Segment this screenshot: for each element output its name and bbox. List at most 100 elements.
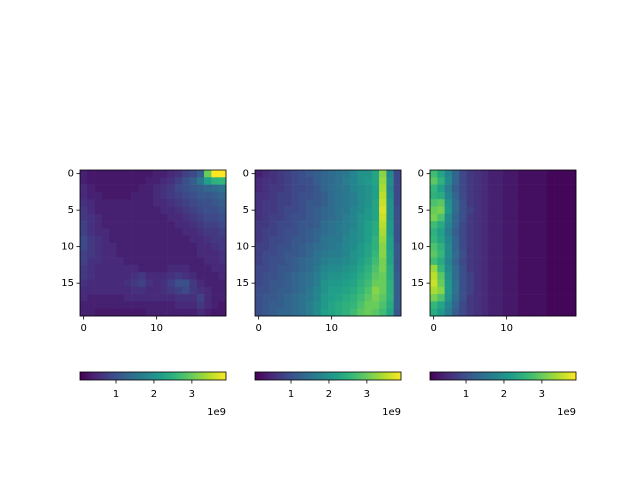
- cell: [189, 250, 198, 258]
- cell: [459, 286, 467, 295]
- cell: [313, 184, 321, 193]
- cell: [189, 294, 198, 302]
- cell: [546, 279, 555, 288]
- cell: [262, 301, 270, 309]
- cell: [189, 191, 198, 200]
- cell: [131, 170, 139, 178]
- cell: [116, 286, 125, 295]
- cell: [255, 264, 263, 273]
- cell: [269, 250, 278, 258]
- cell: [182, 221, 190, 229]
- cell: [262, 184, 270, 193]
- cell: [430, 243, 438, 251]
- cell: [189, 184, 198, 193]
- cell: [459, 191, 467, 200]
- cell: [342, 221, 351, 229]
- cell: [174, 221, 183, 229]
- cell: [437, 199, 445, 207]
- cell: [393, 206, 402, 215]
- cell: [298, 228, 307, 236]
- cell: [153, 294, 161, 302]
- colorbar-offset: 1e9: [207, 407, 226, 418]
- cell: [466, 286, 475, 295]
- cell: [174, 213, 183, 222]
- cell: [393, 213, 402, 222]
- cell: [262, 257, 270, 266]
- cell: [386, 191, 394, 200]
- cell: [364, 170, 373, 178]
- cell: [269, 177, 278, 185]
- cell: [524, 308, 533, 317]
- cell: [262, 206, 270, 215]
- cell: [510, 264, 518, 273]
- cell: [379, 184, 387, 193]
- cell: [335, 286, 343, 295]
- cell: [109, 243, 117, 251]
- cell: [94, 206, 103, 215]
- cell: [138, 272, 146, 280]
- cell: [335, 250, 343, 258]
- cell: [123, 308, 132, 317]
- cell: [255, 191, 263, 200]
- y-tick-label: 0: [68, 169, 74, 180]
- cell: [196, 221, 205, 229]
- cell: [87, 264, 95, 273]
- cell: [568, 184, 577, 193]
- cell: [466, 228, 475, 236]
- cell: [364, 177, 373, 185]
- cell: [466, 170, 475, 178]
- cell: [349, 272, 358, 280]
- cell: [306, 235, 314, 244]
- cell: [298, 308, 307, 317]
- cell: [532, 184, 540, 193]
- cell: [349, 308, 358, 317]
- cell: [342, 294, 351, 302]
- axes-frame: [254, 169, 402, 317]
- cell: [379, 272, 387, 280]
- cell: [561, 235, 569, 244]
- cell: [473, 206, 482, 215]
- cell: [306, 250, 314, 258]
- cell: [386, 243, 394, 251]
- cell: [386, 221, 394, 229]
- cell: [189, 177, 198, 185]
- cell: [459, 279, 467, 288]
- cell: [517, 199, 526, 207]
- cell: [510, 199, 518, 207]
- cell: [174, 228, 183, 236]
- cell: [80, 272, 88, 280]
- cell: [561, 184, 569, 193]
- cell: [313, 243, 321, 251]
- cell: [153, 243, 161, 251]
- cell: [101, 264, 110, 273]
- x-tick-label: 0: [430, 323, 436, 334]
- cell: [495, 213, 504, 222]
- cell: [291, 199, 300, 207]
- cell: [546, 294, 555, 302]
- cell: [430, 206, 438, 215]
- cell: [495, 206, 504, 215]
- cell: [211, 250, 219, 258]
- cell: [510, 279, 518, 288]
- cell: [495, 279, 504, 288]
- cell: [196, 228, 205, 236]
- cell: [160, 264, 168, 273]
- cell: [379, 294, 387, 302]
- cell: [554, 301, 562, 309]
- cell: [379, 243, 387, 251]
- cell: [510, 170, 518, 178]
- cell: [568, 264, 577, 273]
- cell: [328, 177, 336, 185]
- cell: [539, 286, 548, 295]
- cell: [379, 221, 387, 229]
- cell: [284, 264, 292, 273]
- cell: [503, 170, 511, 178]
- cell: [262, 191, 270, 200]
- cell: [160, 206, 168, 215]
- cell: [101, 206, 110, 215]
- cell: [349, 170, 358, 178]
- cell: [291, 206, 300, 215]
- cell: [524, 257, 533, 266]
- cell: [524, 250, 533, 258]
- cell: [211, 206, 219, 215]
